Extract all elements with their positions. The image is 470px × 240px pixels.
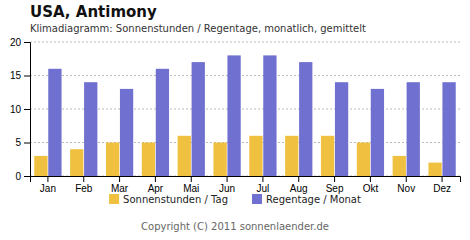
bar <box>442 82 455 176</box>
grid <box>30 42 460 176</box>
y-tick-mark <box>24 176 30 177</box>
y-tick-mark <box>24 109 30 110</box>
x-axis: Jan Feb Mar Apr Mai Jun Jul Aug Sep Okt Nov Dez <box>31 176 461 194</box>
x-tick-mark <box>83 176 84 182</box>
footer-note: Copyright (C) 2011 sonnenlaender.de <box>141 221 329 232</box>
x-tick: Okt <box>363 176 379 194</box>
bars <box>34 55 455 176</box>
x-tick-label: Sep <box>326 183 344 194</box>
bar <box>106 143 119 177</box>
x-tick: Jul <box>257 176 270 194</box>
y-tick: 10 <box>10 104 30 115</box>
bar <box>371 89 384 176</box>
y-tick: 5 <box>15 137 30 148</box>
x-tick-mark <box>406 176 407 182</box>
grid-line <box>30 75 460 76</box>
y-tick-mark <box>24 143 30 144</box>
y-tick-label: 15 <box>10 70 22 81</box>
x-tick-mark <box>262 176 263 182</box>
bar <box>178 136 191 176</box>
x-tick-label: Aug <box>290 183 308 194</box>
bar <box>393 156 406 176</box>
x-tick-mark <box>298 176 299 182</box>
bar <box>249 136 262 176</box>
bar <box>213 143 226 177</box>
bar <box>120 89 133 176</box>
x-tick: Sep <box>326 176 344 194</box>
y-tick: 15 <box>10 70 30 81</box>
bar <box>142 143 155 177</box>
y-tick-label: 0 <box>15 171 21 182</box>
grid-line <box>30 42 460 43</box>
legend-swatch <box>109 194 119 204</box>
bar <box>428 163 441 176</box>
x-tick-label: Mar <box>111 183 129 194</box>
x-axis-line <box>31 177 461 183</box>
bar <box>70 149 83 176</box>
bar <box>285 136 298 176</box>
x-tick-label: Mai <box>183 183 199 194</box>
y-tick-mark <box>24 76 30 77</box>
plot: 0 5 10 15 20 Jan Feb Mar Apr Mai Jun Jul Aug Sep Okt No… <box>10 37 461 194</box>
bar <box>357 143 370 177</box>
bar <box>34 156 47 176</box>
x-tick-label: Nov <box>397 183 415 194</box>
x-tick: Jun <box>219 176 235 194</box>
x-tick-mark <box>119 176 120 182</box>
y-axis: 0 5 10 15 20 <box>10 37 31 182</box>
bar <box>299 62 312 176</box>
legend-label: Regentage / Monat <box>266 194 361 205</box>
legend: Sonnenstunden / Tag Regentage / Monat <box>109 194 361 205</box>
legend-item: Regentage / Monat <box>252 194 361 205</box>
bar <box>321 136 334 176</box>
x-tick-label: Apr <box>148 183 164 194</box>
x-tick: Aug <box>290 176 308 194</box>
x-tick: Mar <box>111 176 129 194</box>
x-tick-label: Jun <box>219 183 235 194</box>
x-tick-mark <box>442 176 443 182</box>
y-tick-mark <box>24 42 30 43</box>
x-tick: Jan <box>40 176 56 194</box>
y-tick: 0 <box>15 171 30 182</box>
bar <box>192 62 205 176</box>
y-tick-label: 5 <box>15 137 21 148</box>
x-tick-mark <box>47 176 48 182</box>
chart: USA, Antimony Klimadiagramm: Sonnenstunde… <box>0 0 470 240</box>
subtitle: Klimadiagramm: Sonnenstunden / Regentage… <box>30 23 366 34</box>
legend-label: Sonnenstunden / Tag <box>123 194 228 205</box>
x-tick: Apr <box>148 176 164 194</box>
x-tick: Mai <box>183 176 199 194</box>
title: USA, Antimony <box>30 3 157 21</box>
legend-swatch <box>252 194 262 204</box>
y-tick: 20 <box>10 37 30 48</box>
bar <box>48 69 61 176</box>
x-tick-mark <box>191 176 192 182</box>
x-tick-label: Okt <box>363 183 379 194</box>
bar <box>335 82 348 176</box>
x-tick-mark <box>370 176 371 182</box>
x-tick-label: Jul <box>257 183 270 194</box>
bar <box>407 82 420 176</box>
series <box>48 55 455 176</box>
bar <box>263 55 276 176</box>
bar <box>227 55 240 176</box>
x-tick-label: Jan <box>40 183 56 194</box>
bar <box>156 69 169 176</box>
x-tick-mark <box>227 176 228 182</box>
x-tick-mark <box>155 176 156 182</box>
x-tick: Nov <box>397 176 415 194</box>
x-tick: Dez <box>433 176 451 194</box>
y-axis-line <box>24 43 31 177</box>
y-tick-label: 20 <box>10 37 22 48</box>
legend-item: Sonnenstunden / Tag <box>109 194 228 205</box>
x-tick-mark <box>334 176 335 182</box>
bar <box>84 82 97 176</box>
x-tick-label: Dez <box>433 183 451 194</box>
x-tick: Feb <box>75 176 93 194</box>
y-tick-label: 10 <box>10 104 22 115</box>
x-tick-label: Feb <box>75 183 93 194</box>
